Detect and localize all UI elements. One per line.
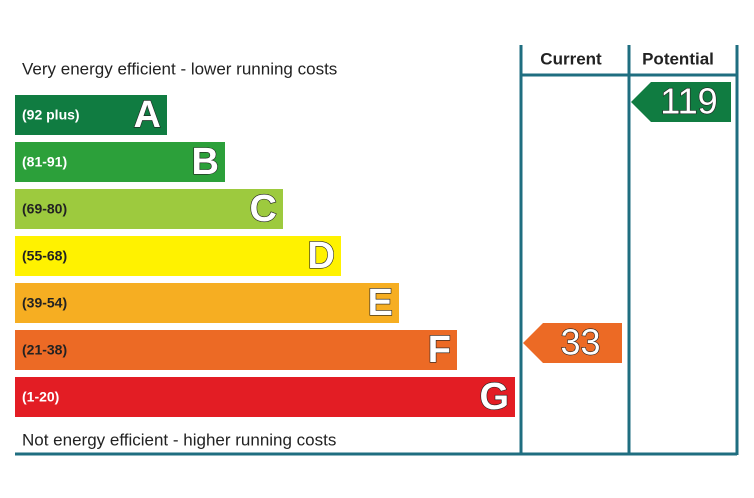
band-letter: D bbox=[308, 235, 335, 277]
band-range: (39-54) bbox=[22, 295, 67, 311]
current-header: Current bbox=[540, 49, 602, 68]
band-range: (81-91) bbox=[22, 154, 67, 170]
band-range: (55-68) bbox=[22, 248, 67, 264]
potential-header: Potential bbox=[642, 49, 714, 68]
band-bar bbox=[15, 283, 399, 323]
band-bar bbox=[15, 189, 283, 229]
top-note: Very energy efficient - lower running co… bbox=[22, 59, 337, 78]
band-bar bbox=[15, 142, 225, 182]
band-letter: A bbox=[134, 94, 161, 136]
band-range: (69-80) bbox=[22, 201, 67, 217]
band-bar bbox=[15, 236, 341, 276]
bottom-note: Not energy efficient - higher running co… bbox=[22, 430, 336, 449]
band-letter: E bbox=[368, 282, 393, 324]
potential-arrow bbox=[631, 82, 731, 122]
band-bar bbox=[15, 95, 167, 135]
band-range: (92 plus) bbox=[22, 107, 80, 123]
band-bar bbox=[15, 377, 515, 417]
band-bar bbox=[15, 330, 457, 370]
band-range: (21-38) bbox=[22, 342, 67, 358]
current-arrow bbox=[523, 323, 622, 363]
potential-value: 119 bbox=[660, 81, 717, 122]
band-range: (1-20) bbox=[22, 389, 59, 405]
band-letter: C bbox=[250, 188, 277, 230]
current-value: 33 bbox=[560, 322, 600, 363]
band-letter: B bbox=[192, 141, 219, 183]
band-letter: G bbox=[479, 376, 509, 418]
band-letter: F bbox=[428, 329, 451, 371]
